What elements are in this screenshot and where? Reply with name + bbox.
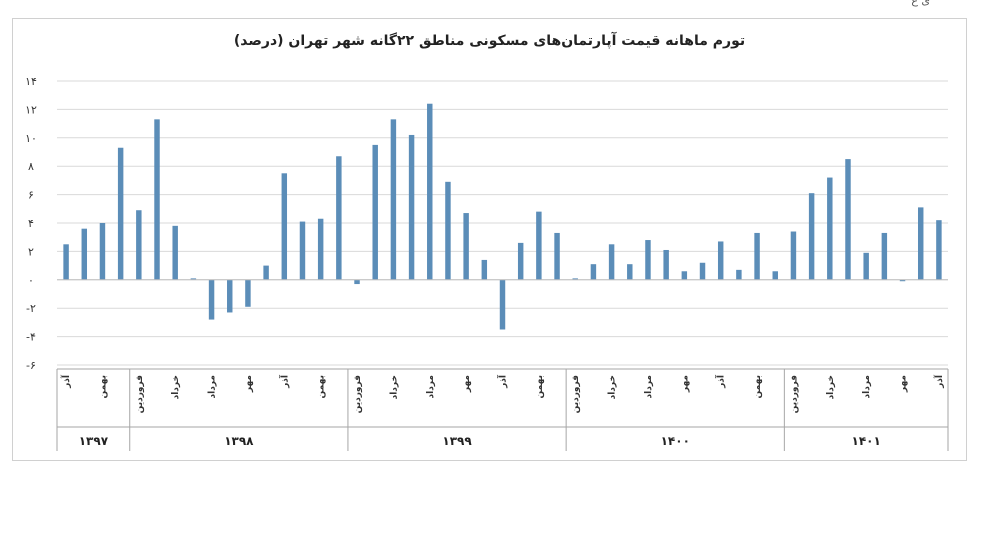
month-label: خرداد (826, 375, 836, 399)
bar (699, 262, 706, 280)
bar (754, 232, 760, 280)
bar (245, 279, 251, 307)
year-label: ۱۳۹۸ (224, 434, 254, 448)
month-label: مرداد (426, 375, 436, 399)
chart-frame: تورم ماهانه قیمت آپارتمان‌های مسکونی منا… (12, 18, 967, 461)
bar (499, 279, 506, 330)
y-tick-label: ۶ (28, 189, 34, 202)
y-tick-label: ۱۲ (25, 103, 37, 116)
year-label: ۱۳۹۷ (79, 434, 109, 448)
month-label: بهمن (317, 375, 327, 398)
month-label: مهر (244, 375, 254, 393)
bar (481, 259, 488, 280)
month-label: خرداد (171, 375, 181, 399)
month-label: خرداد (608, 375, 618, 399)
chart-svg: ۱۴ ۱۲ ۱۰ ۸ ۶ ۴ ۲ ۰ -۲ -۴ -۶ آذر بهمن فروردین خرداد مردا… (25, 75, 949, 451)
month-label: مرداد (644, 375, 654, 399)
bar (917, 207, 924, 280)
y-tick-label: ۱۴ (25, 75, 37, 88)
bar (445, 181, 451, 280)
month-label: فروردین (571, 375, 581, 413)
bar (172, 225, 178, 280)
bar (590, 264, 597, 280)
bar (81, 228, 88, 280)
bar (808, 193, 815, 280)
bar (608, 244, 615, 280)
y-tick-label: ۸ (28, 160, 34, 173)
bar (227, 279, 233, 313)
month-label: آذر (60, 374, 72, 389)
bar (136, 210, 142, 280)
bar (281, 173, 288, 280)
bar (208, 279, 215, 320)
bar (117, 147, 124, 280)
y-tick-label: ۴ (28, 217, 34, 230)
y-tick-label: ۲ (28, 245, 34, 258)
bar (845, 159, 851, 280)
bar (408, 134, 415, 280)
month-label: مهر (680, 375, 690, 393)
bar (736, 269, 742, 280)
year-label: ۱۴۰۰ (661, 434, 690, 448)
bar (572, 278, 578, 280)
y-tick-label: ۰ (28, 274, 34, 287)
month-label: آذر (278, 374, 290, 389)
bar (717, 241, 724, 280)
month-label: آذر (715, 374, 727, 389)
year-label: ۱۳۹۹ (442, 434, 472, 448)
bar (463, 213, 469, 280)
bar (627, 264, 633, 280)
y-tick-label: -۶ (26, 359, 36, 372)
bar (645, 240, 651, 280)
month-label: مهر (899, 375, 909, 393)
corner-text: ی ع (911, 0, 930, 7)
bar (517, 242, 524, 280)
bar (317, 218, 324, 280)
y-tick-label: ۱۰ (25, 132, 37, 145)
bar (190, 278, 197, 280)
bar (63, 244, 69, 280)
month-label: مهر (462, 375, 472, 393)
month-label: بهمن (535, 375, 545, 398)
bar (336, 156, 342, 280)
month-label: آذر (497, 374, 509, 389)
chart-title: تورم ماهانه قیمت آپارتمان‌های مسکونی منا… (233, 33, 746, 49)
y-tick-label: -۲ (26, 302, 36, 315)
bar (99, 223, 106, 280)
month-label: فروردین (789, 375, 799, 413)
bar (354, 279, 360, 285)
bar (554, 232, 560, 280)
month-label: مرداد (208, 375, 218, 399)
bar (390, 119, 397, 280)
bar (263, 265, 269, 280)
bar (863, 252, 869, 280)
bar (663, 249, 669, 280)
month-label: فروردین (353, 375, 363, 413)
bar (372, 144, 378, 280)
bar (881, 232, 888, 280)
bar (299, 221, 306, 280)
bar (790, 231, 797, 280)
bar (936, 220, 942, 280)
bar (899, 279, 906, 282)
bar (827, 177, 833, 280)
month-label: مرداد (862, 375, 872, 399)
bar (681, 271, 688, 280)
month-label: بهمن (753, 375, 763, 398)
bar (154, 119, 160, 280)
month-label: فروردین (135, 375, 145, 413)
month-label: خرداد (389, 375, 399, 399)
month-label: بهمن (98, 375, 108, 398)
month-label: آذر (933, 374, 945, 389)
bar (427, 103, 433, 280)
bar (772, 271, 778, 280)
year-label: ۱۴۰۱ (852, 434, 881, 448)
y-tick-label: -۴ (26, 331, 36, 344)
bar (536, 211, 542, 280)
